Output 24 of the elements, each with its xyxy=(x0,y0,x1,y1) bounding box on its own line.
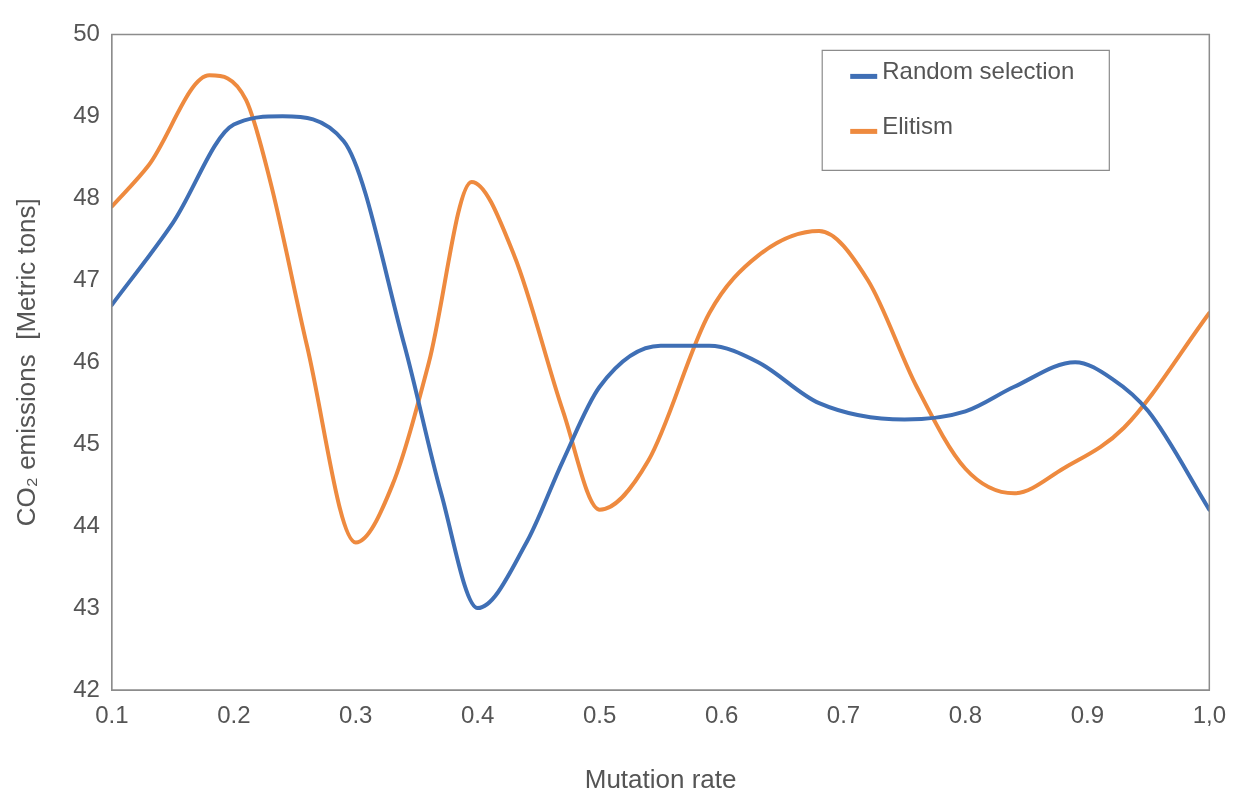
y-tick-label: 43 xyxy=(73,592,100,620)
legend-label: Elitism xyxy=(882,112,953,140)
x-tick-label: 0.2 xyxy=(217,701,251,729)
line-series xyxy=(111,114,1210,611)
y-tick-label: 48 xyxy=(73,182,100,210)
x-tick-label: 0.1 xyxy=(95,701,129,729)
x-tick-label: 1,0 xyxy=(1192,701,1227,729)
x-tick-label: 0.8 xyxy=(948,701,983,729)
y-tick-label: 49 xyxy=(73,100,100,128)
x-tick-label: 0.7 xyxy=(826,701,861,729)
y-tick-label: 42 xyxy=(73,674,100,702)
x-tick-label: 0.4 xyxy=(461,701,495,729)
legend-label: Random selection xyxy=(882,57,1075,85)
y-tick-label: 50 xyxy=(73,19,100,47)
y-tick-label: 45 xyxy=(73,428,100,456)
y-tick-label: 46 xyxy=(73,346,100,374)
y-axis-title: CO₂ emissions [Metric tons] xyxy=(10,198,41,527)
x-tick-label: 0.5 xyxy=(582,701,617,729)
x-tick-label: 0.6 xyxy=(704,701,739,729)
x-tick-label: 0.9 xyxy=(1070,701,1105,729)
x-tick-label: 0.3 xyxy=(339,701,373,729)
y-tick-label: 44 xyxy=(73,510,100,538)
x-axis-title: Mutation rate xyxy=(584,763,737,794)
y-tick-label: 47 xyxy=(73,264,100,292)
